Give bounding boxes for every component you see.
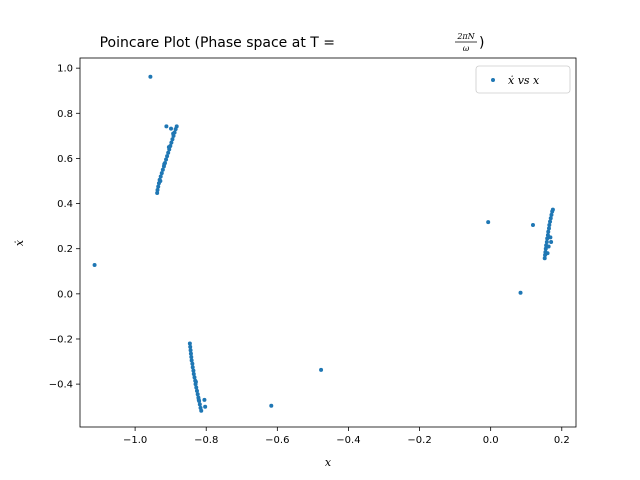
scatter-point <box>543 246 548 251</box>
y-axis-ticks: −0.4 −0.2 0.0 0.2 0.4 0.6 0.8 1.0 <box>49 64 80 391</box>
scatter-point <box>548 219 553 224</box>
scatter-point <box>546 229 551 234</box>
scatter-point <box>158 174 163 179</box>
scatter-point <box>188 348 193 353</box>
scatter-point <box>170 137 175 142</box>
scatter-point <box>549 212 554 217</box>
scatter-point <box>155 190 160 195</box>
scatter-point <box>173 127 178 132</box>
legend: ẋ vs x <box>475 65 571 94</box>
scatter-point <box>269 403 274 408</box>
scatter-point <box>547 223 552 228</box>
scatter-point <box>162 162 167 167</box>
x-tick-label: −0.2 <box>407 435 431 446</box>
title-fraction-denominator: ω <box>463 44 470 53</box>
scatter-point <box>548 216 553 221</box>
scatter-point <box>190 361 195 366</box>
scatter-point <box>196 397 201 402</box>
scatter-point <box>530 223 535 228</box>
scatter-point <box>189 355 194 360</box>
scatter-point <box>160 167 165 172</box>
scatter-point <box>194 385 199 390</box>
scatter-point <box>156 184 161 189</box>
scatter-point <box>158 179 163 183</box>
scatter-point <box>164 157 169 162</box>
scatter-point <box>188 344 193 349</box>
scatter-point <box>549 239 554 244</box>
legend-marker <box>491 78 495 82</box>
scatter-point <box>190 365 195 370</box>
scatter-point <box>202 397 207 402</box>
y-tick-label: 0.0 <box>57 289 73 300</box>
scatter-point <box>188 351 193 356</box>
scatter-point <box>165 154 170 159</box>
scatter-point <box>193 379 198 384</box>
scatter-point <box>544 239 549 244</box>
scatter-point <box>194 388 199 393</box>
scatter-point <box>166 145 171 150</box>
scatter-point <box>148 74 153 79</box>
scatter-point <box>191 371 196 376</box>
chart-title-suffix: ) <box>479 35 484 51</box>
y-tick-label: 0.6 <box>57 154 73 165</box>
scatter-point <box>166 150 171 155</box>
scatter-point <box>518 290 523 295</box>
scatter-point <box>542 256 547 261</box>
y-tick-label: −0.2 <box>49 334 73 345</box>
scatter-point <box>169 126 174 131</box>
y-tick-label: 0.8 <box>57 109 73 120</box>
legend-box <box>475 65 571 94</box>
scatter-point <box>545 251 550 256</box>
x-tick-label: −0.6 <box>265 435 289 446</box>
scatter-point <box>548 235 553 240</box>
y-axis-label: ẋ <box>13 239 26 246</box>
scatter-point <box>319 367 324 372</box>
scatter-point <box>192 375 197 380</box>
x-tick-label: −0.4 <box>336 435 360 446</box>
scatter-point <box>550 207 555 212</box>
x-tick-label: 0.2 <box>554 435 570 446</box>
scatter-point <box>203 404 208 409</box>
x-axis-ticks: −1.0 −0.8 −0.6 −0.4 −0.2 0.0 0.2 <box>123 427 570 446</box>
x-tick-label: −0.8 <box>194 435 218 446</box>
scatter-point <box>92 262 97 267</box>
scatter-point <box>155 188 160 193</box>
scatter-point <box>159 171 164 176</box>
scatter-point <box>187 341 192 346</box>
plot-area-frame <box>79 57 577 428</box>
title-fraction-numerator: 2πN <box>456 32 475 41</box>
scatter-point <box>169 140 174 145</box>
scatter-point <box>164 124 169 129</box>
scatter-point <box>486 220 491 225</box>
chart-title: Poincare Plot (Phase space at T = <box>100 35 335 51</box>
y-tick-label: 0.4 <box>57 199 73 210</box>
x-tick-label: −1.0 <box>123 435 147 446</box>
scatter-point <box>171 131 176 136</box>
scatter-point <box>546 244 551 249</box>
scatter-point <box>191 368 196 373</box>
x-tick-label: 0.0 <box>483 435 499 446</box>
x-axis-label: x <box>325 456 332 469</box>
scatter-point <box>545 236 550 241</box>
y-tick-label: 0.2 <box>57 244 73 255</box>
y-tick-label: 1.0 <box>57 64 73 75</box>
scatter-point <box>197 402 202 407</box>
scatter-point <box>189 358 194 363</box>
scatter-points <box>92 74 555 413</box>
legend-label: ẋ vs x <box>508 74 540 87</box>
scatter-point <box>546 226 551 231</box>
scatter-point <box>195 392 200 397</box>
y-tick-label: −0.4 <box>49 380 73 391</box>
scatter-point <box>199 408 204 413</box>
